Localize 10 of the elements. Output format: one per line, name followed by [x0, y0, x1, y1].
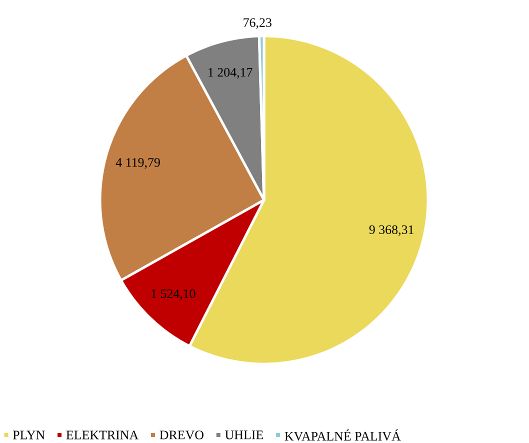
legend-label: PLYN — [12, 430, 45, 440]
legend-label: UHLIE — [225, 430, 263, 440]
data-label: 4 119,79 — [116, 158, 160, 169]
data-label: 9 368,31 — [369, 225, 414, 236]
data-label: 76,23 — [244, 18, 272, 29]
legend-label: KVAPALNÉ PALIVÁ — [284, 429, 401, 441]
legend-label: ELEKTRINA — [66, 430, 138, 440]
data-label: 1 524,10 — [152, 289, 196, 300]
legend-label: DREVO — [160, 430, 204, 440]
data-label: 1 204,17 — [208, 68, 252, 79]
